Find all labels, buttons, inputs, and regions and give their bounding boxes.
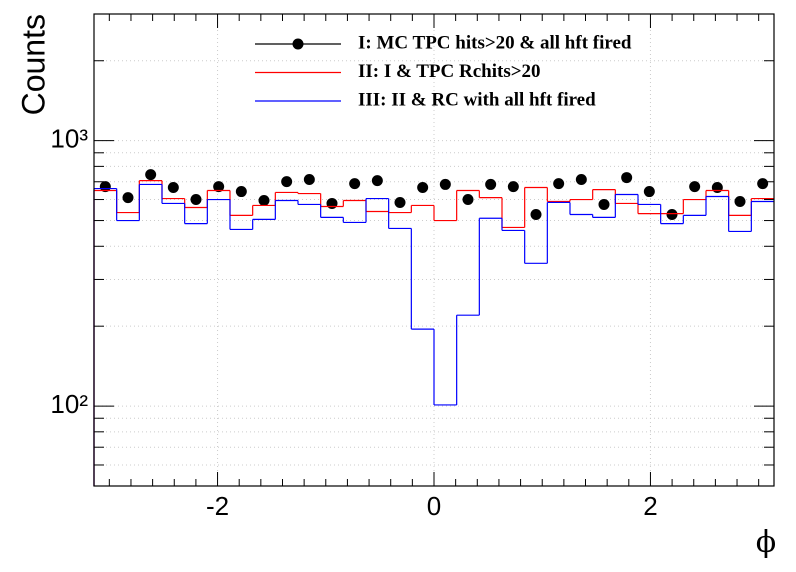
marker bbox=[417, 182, 429, 194]
marker bbox=[326, 197, 338, 209]
marker bbox=[281, 176, 293, 188]
marker bbox=[485, 178, 497, 190]
marker bbox=[689, 181, 701, 193]
marker bbox=[553, 178, 565, 190]
x-tick-label: 0 bbox=[427, 491, 441, 521]
y-axis-label: Counts bbox=[15, 14, 51, 115]
marker bbox=[666, 208, 678, 220]
marker bbox=[462, 194, 474, 206]
marker bbox=[643, 186, 655, 198]
y-tick-label: 10² bbox=[50, 389, 88, 419]
marker bbox=[99, 181, 111, 193]
legend-label: I: MC TPC hits>20 & all hft fired bbox=[358, 32, 632, 53]
marker bbox=[349, 178, 361, 190]
y-tick-label: 10³ bbox=[50, 124, 88, 154]
marker bbox=[530, 208, 542, 220]
marker bbox=[394, 196, 406, 208]
marker bbox=[167, 182, 179, 194]
legend-label: III: II & RC with all hft fired bbox=[358, 89, 596, 110]
marker bbox=[439, 178, 451, 190]
marker bbox=[575, 173, 587, 185]
x-tick-label: 2 bbox=[643, 491, 657, 521]
marker bbox=[235, 186, 247, 198]
x-axis-label: ϕ bbox=[756, 525, 776, 560]
marker bbox=[734, 195, 746, 207]
marker bbox=[122, 192, 134, 204]
series bbox=[93, 183, 774, 486]
marker bbox=[507, 181, 519, 193]
marker bbox=[757, 178, 769, 190]
marker bbox=[190, 194, 202, 206]
marker bbox=[258, 195, 270, 207]
legend-label: II: I & TPC Rchits>20 bbox=[358, 61, 541, 82]
marker bbox=[213, 181, 225, 193]
marker bbox=[598, 198, 610, 210]
marker bbox=[303, 173, 315, 185]
marker bbox=[621, 172, 633, 184]
legend-marker bbox=[292, 38, 304, 50]
marker bbox=[711, 182, 723, 194]
marker bbox=[145, 169, 157, 181]
marker bbox=[371, 175, 383, 187]
x-tick-label: -2 bbox=[206, 491, 229, 521]
